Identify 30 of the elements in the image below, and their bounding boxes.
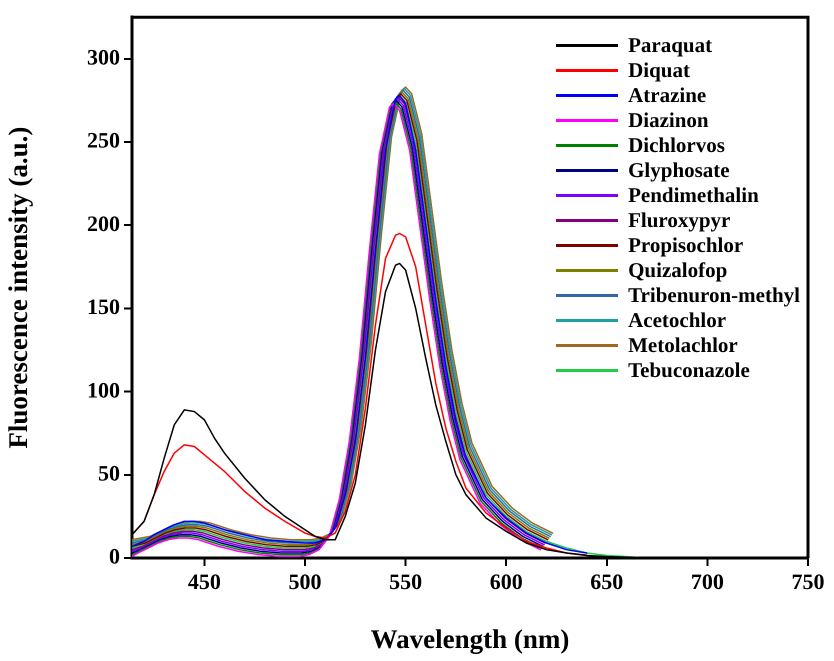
- y-tick-label: 250: [87, 128, 120, 153]
- legend-label: Diquat: [628, 58, 690, 84]
- y-axis-title: Fluorescence intensity (a.u.): [3, 126, 34, 449]
- legend-label: Pendimethalin: [628, 183, 759, 208]
- y-tick-label: 300: [87, 44, 120, 70]
- legend-label: Tebuconazole: [628, 358, 750, 384]
- y-tick-label: 100: [87, 377, 120, 402]
- legend-label: Tribenuron-methyl: [628, 283, 800, 308]
- x-tick-label: 750: [792, 568, 824, 594]
- x-tick-label: 600: [490, 568, 523, 594]
- x-tick-label: 450: [188, 568, 221, 594]
- x-tick-label: 550: [389, 568, 422, 594]
- legend-label: Paraquat: [628, 33, 712, 58]
- legend-label: Glyphosate: [628, 158, 730, 184]
- legend-label: Atrazine: [628, 83, 706, 108]
- y-tick-label: 150: [87, 294, 120, 320]
- legend-label: Propisochlor: [628, 233, 744, 258]
- legend-label: Quizalofop: [628, 258, 728, 284]
- y-tick-label: 50: [98, 460, 120, 486]
- legend-label: Dichlorvos: [628, 133, 725, 158]
- legend-label: Acetochlor: [628, 308, 726, 334]
- legend-label: Fluroxypyr: [628, 208, 730, 234]
- x-tick-label: 700: [690, 568, 724, 594]
- x-axis-title: Wavelength (nm): [370, 624, 570, 654]
- y-tick-label: 200: [87, 210, 120, 236]
- x-tick-label: 650: [590, 568, 624, 594]
- x-tick-label: 500: [288, 568, 322, 594]
- legend-label: Metolachlor: [628, 333, 738, 358]
- y-tick-label: 0: [109, 544, 120, 569]
- legend-label: Diazinon: [628, 108, 709, 134]
